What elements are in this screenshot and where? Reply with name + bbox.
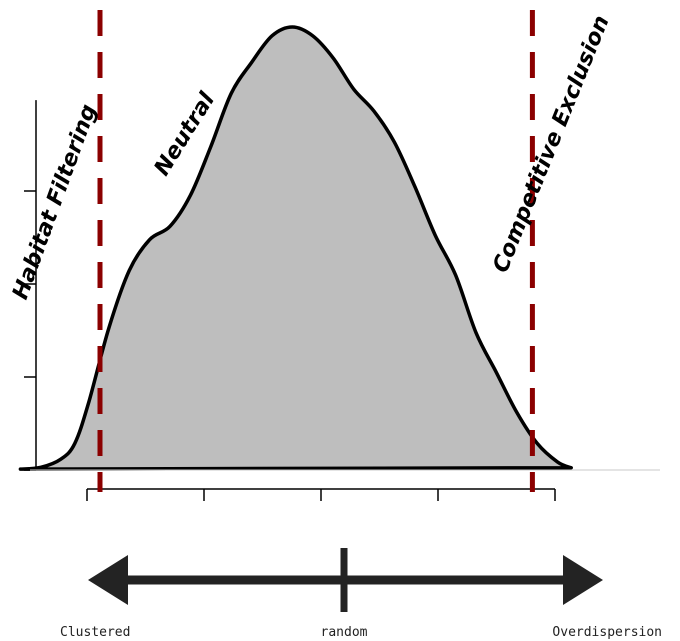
arrow-right-head	[563, 555, 603, 605]
annotation-label: Competitive Exclusion	[489, 12, 615, 276]
gradient-arrow	[88, 548, 603, 612]
x-axis	[86, 488, 556, 501]
annotation-label: Habitat Filtering	[8, 101, 102, 303]
arrow-left-head	[88, 555, 128, 605]
label-overdispersion: Overdispersion	[552, 625, 662, 640]
threshold-lines	[97, 10, 535, 492]
label-clustered: Clustered	[60, 625, 130, 640]
label-random: random	[321, 625, 368, 640]
density-area	[18, 25, 573, 471]
